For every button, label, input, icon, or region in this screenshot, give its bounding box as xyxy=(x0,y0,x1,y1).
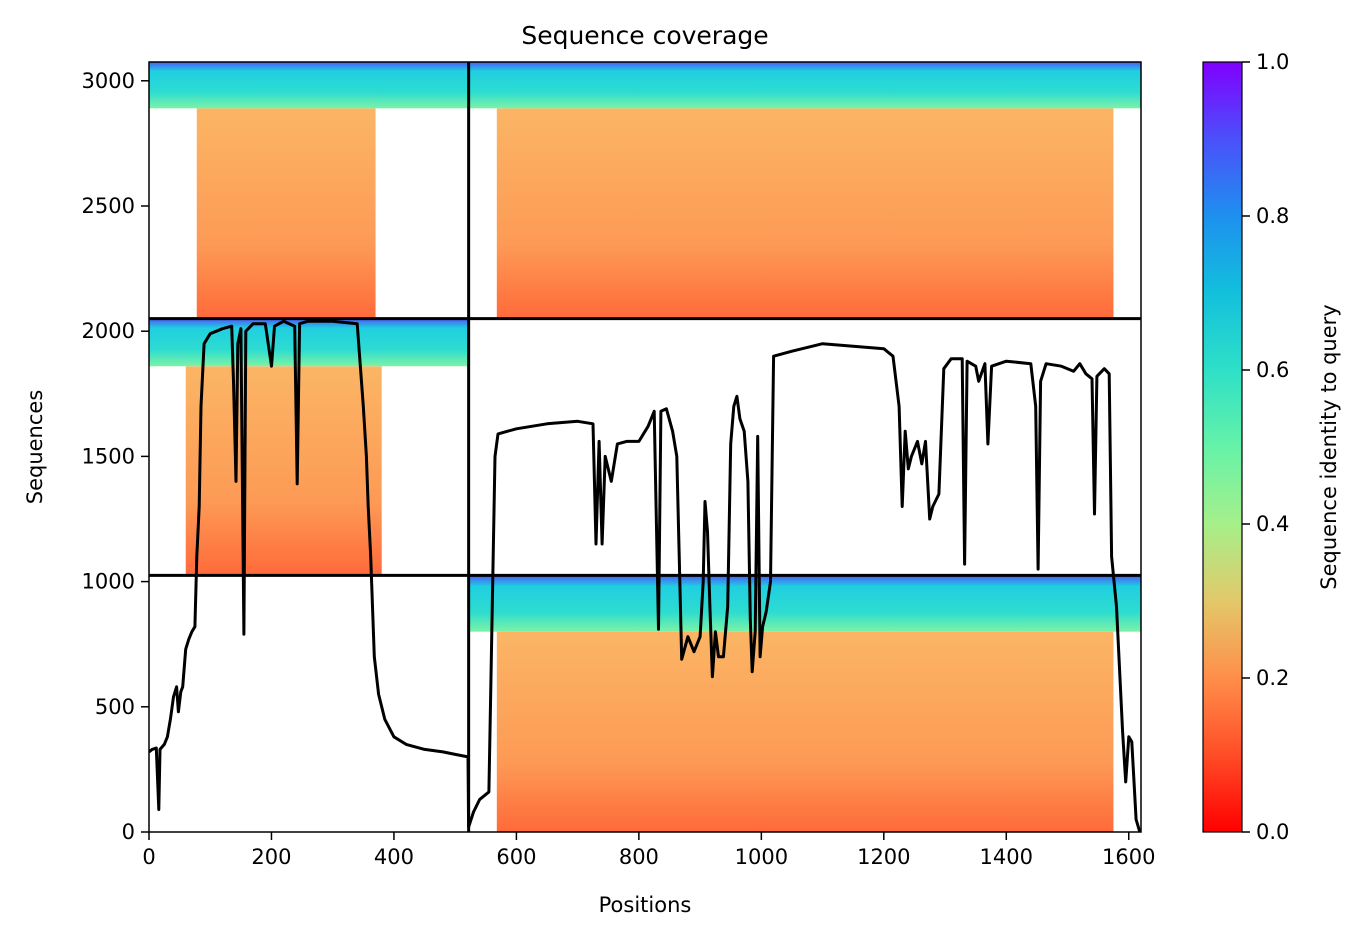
x-tick-label: 1000 xyxy=(735,845,788,869)
colorbar xyxy=(1202,61,1243,833)
colorbar-tick-label: 0.8 xyxy=(1256,204,1289,228)
coverage-block xyxy=(468,575,1141,832)
colorbar-tick-label: 1.0 xyxy=(1256,50,1289,74)
x-tick-label: 1600 xyxy=(1102,845,1155,869)
coverage-line xyxy=(149,319,1141,832)
coverage-heatmap xyxy=(149,62,1141,832)
low-identity-region xyxy=(185,366,382,576)
y-tick-label: 2500 xyxy=(82,194,135,218)
y-tick-label: 500 xyxy=(95,695,135,719)
high-identity-region xyxy=(149,318,469,367)
x-tick-label: 400 xyxy=(374,845,414,869)
x-axis-label: Positions xyxy=(599,893,692,917)
x-axis: 0 200 400 600 800 1000 1200 1400 1600 xyxy=(142,832,1155,869)
colorbar-axis: 0.0 0.2 0.4 0.6 0.8 1.0 xyxy=(1242,50,1289,844)
colorbar-tick-label: 0.4 xyxy=(1256,512,1289,536)
high-identity-region xyxy=(468,62,1141,109)
low-identity-region xyxy=(496,108,1114,319)
chart-title: Sequence coverage xyxy=(521,21,768,50)
colorbar-tick-label: 0.6 xyxy=(1256,358,1289,382)
x-tick-label: 1200 xyxy=(857,845,910,869)
y-tick-label: 1500 xyxy=(82,444,135,468)
low-identity-region xyxy=(496,631,1114,832)
low-identity-region xyxy=(196,108,376,319)
colorbar-label: Sequence identity to query xyxy=(1317,304,1341,589)
coverage-series xyxy=(149,319,1141,832)
coverage-block xyxy=(149,318,469,576)
plot-frame xyxy=(148,61,1142,833)
x-tick-label: 0 xyxy=(142,845,155,869)
colorbar-tick-label: 0.2 xyxy=(1256,666,1289,690)
x-tick-label: 200 xyxy=(251,845,291,869)
high-identity-region xyxy=(468,575,1141,632)
coverage-block xyxy=(468,62,1141,319)
y-axis: 0 500 1000 1500 2000 2500 3000 xyxy=(82,69,149,844)
colorbar-tick-label: 0.0 xyxy=(1256,820,1289,844)
y-tick-label: 0 xyxy=(122,820,135,844)
y-tick-label: 2000 xyxy=(82,319,135,343)
x-tick-label: 600 xyxy=(496,845,536,869)
y-tick-label: 1000 xyxy=(82,570,135,594)
y-axis-label: Sequences xyxy=(23,390,47,505)
high-identity-region xyxy=(149,62,469,109)
x-tick-label: 800 xyxy=(619,845,659,869)
coverage-block xyxy=(149,62,469,319)
y-tick-label: 3000 xyxy=(82,69,135,93)
domain-boundaries xyxy=(149,62,1141,832)
x-tick-label: 1400 xyxy=(980,845,1033,869)
